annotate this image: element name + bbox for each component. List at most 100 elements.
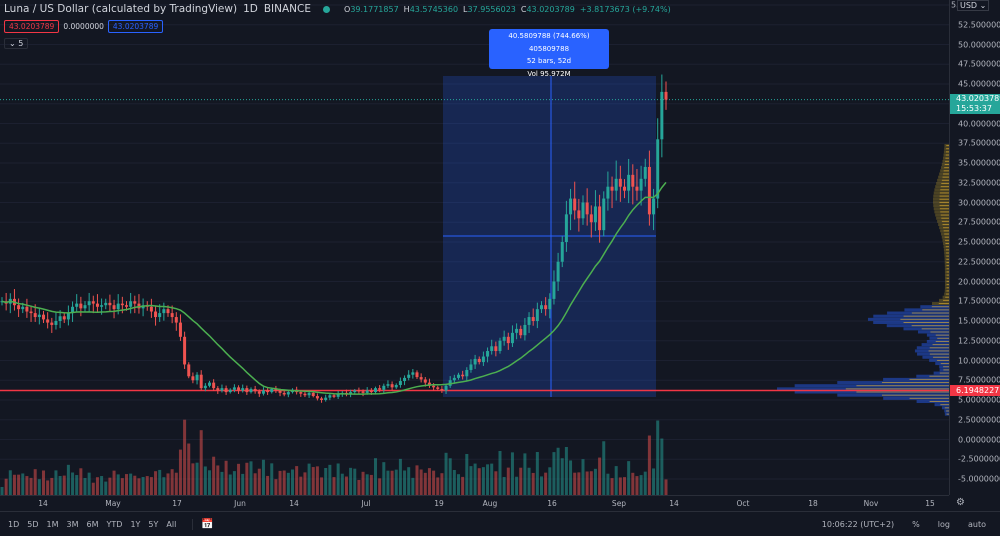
range-button-5y[interactable]: 5Y xyxy=(148,519,159,529)
candle-body xyxy=(328,395,332,398)
indicator-value-3: 43.0203789 xyxy=(107,20,164,33)
volume-profile-bar xyxy=(921,328,949,330)
collapse-indicators-button[interactable]: ⌄ 5 xyxy=(4,38,29,49)
measure-line-3: Vol 95.972M xyxy=(527,69,571,78)
symbol-title[interactable]: Luna / US Dollar (calculated by TradingV… xyxy=(4,3,238,15)
candle-body xyxy=(203,385,207,389)
settings-gear-icon[interactable]: ⚙ xyxy=(956,497,965,508)
volume-bar xyxy=(21,473,25,495)
volume-bar xyxy=(340,473,344,495)
candle-body xyxy=(299,392,303,394)
clock[interactable]: 10:06:22 (UTC+2) xyxy=(821,520,895,529)
time-tick: May xyxy=(105,499,121,508)
volume-bar xyxy=(457,474,460,495)
indicator-value-1: 43.0203789 xyxy=(4,20,60,33)
volume-profile-bar xyxy=(944,407,949,409)
volume-profile-bar xyxy=(946,148,949,150)
volume-bar xyxy=(212,456,216,495)
percent-toggle[interactable]: % xyxy=(912,520,920,529)
volume-profile-bar xyxy=(945,151,949,153)
candle-body xyxy=(42,314,45,320)
candle-body xyxy=(589,214,593,223)
volume-bar xyxy=(556,447,560,495)
range-button-ytd[interactable]: YTD xyxy=(106,519,123,529)
volume-profile-bar xyxy=(946,287,949,289)
volume-bar xyxy=(25,476,29,495)
hline-price-label: 6.1948227 xyxy=(950,385,1000,396)
volume-profile-bar xyxy=(911,325,949,327)
volume-profile-bar xyxy=(900,318,949,320)
open-value: 39.1771857 xyxy=(350,4,399,14)
candle-body xyxy=(382,385,386,390)
candle-body xyxy=(465,369,469,377)
candle-body xyxy=(403,377,407,382)
volume-bar xyxy=(332,477,336,495)
candle-body xyxy=(469,364,473,370)
range-button-3m[interactable]: 3M xyxy=(66,519,79,529)
range-button-5d[interactable]: 5D xyxy=(27,519,39,529)
volume-bar xyxy=(394,469,398,495)
range-button-1y[interactable]: 1Y xyxy=(130,519,141,529)
candle-body xyxy=(647,166,651,215)
volume-profile-bar xyxy=(909,397,949,399)
interval[interactable]: 1D xyxy=(243,3,258,15)
candle-body xyxy=(261,390,265,394)
candle-body xyxy=(54,321,58,325)
candle-body xyxy=(552,281,556,299)
range-button-1d[interactable]: 1D xyxy=(8,519,20,529)
candle-body xyxy=(564,214,568,242)
volume-bar xyxy=(158,469,162,495)
goto-date-icon[interactable]: 📅 xyxy=(192,518,214,530)
volume-profile-bar xyxy=(939,205,949,207)
volume-profile-bar xyxy=(945,243,949,244)
volume-bar xyxy=(544,472,548,495)
candle-body xyxy=(548,298,552,310)
time-tick: 14 xyxy=(289,499,299,508)
candle-body xyxy=(311,392,315,397)
candle-body xyxy=(523,324,527,336)
candle-body xyxy=(174,317,178,323)
volume-bar xyxy=(42,470,45,495)
candle-body xyxy=(116,303,120,310)
range-button-1m[interactable]: 1M xyxy=(46,519,59,529)
volume-profile-bar xyxy=(944,233,949,235)
volume-profile-bar xyxy=(943,366,949,368)
candle-body xyxy=(494,346,498,352)
candle-body xyxy=(286,392,290,395)
price-tick: 10.0000000 xyxy=(958,356,1000,365)
log-toggle[interactable]: log xyxy=(937,520,950,529)
candle-body xyxy=(618,178,622,187)
candle-body xyxy=(183,336,187,365)
candle-body xyxy=(212,382,216,389)
candle-body xyxy=(100,305,104,307)
range-button-all[interactable]: All xyxy=(166,519,177,529)
volume-bar xyxy=(353,468,357,495)
volume-bar xyxy=(473,463,477,495)
volume-profile-bar xyxy=(943,173,949,175)
volume-bar xyxy=(178,449,182,495)
volume-bar xyxy=(50,477,54,495)
volume-profile-bar xyxy=(945,246,949,248)
candle-body xyxy=(46,319,50,323)
currency-selector[interactable]: USD ⌄ xyxy=(957,0,990,11)
candle-body xyxy=(631,174,635,187)
volume-profile-bar xyxy=(881,394,949,396)
time-axis[interactable]: 14 May 17 Jun 14 Jul 19 Aug 16 Sep 14 Oct 18 Nov 15 xyxy=(0,495,949,510)
auto-toggle[interactable]: auto xyxy=(967,520,986,529)
volume-bar xyxy=(486,464,490,495)
volume-bar xyxy=(336,463,340,495)
volume-bar xyxy=(569,460,573,495)
volume-bar xyxy=(261,459,265,495)
volume-profile-bar xyxy=(935,340,949,342)
volume-bar xyxy=(398,458,402,495)
volume-profile-bar xyxy=(946,252,949,254)
volume-profile-bar xyxy=(946,290,949,292)
volume-profile-bar xyxy=(931,306,949,308)
price-chart[interactable] xyxy=(0,0,949,495)
volume-bar xyxy=(203,466,207,495)
volume-bar xyxy=(253,473,257,495)
price-axis[interactable]: -5.0000000 -2.5000000 0.0000000 2.5000000 5.… xyxy=(949,0,1000,495)
candle-body xyxy=(664,91,668,100)
volume-bar xyxy=(564,447,568,495)
range-button-6m[interactable]: 6M xyxy=(86,519,99,529)
